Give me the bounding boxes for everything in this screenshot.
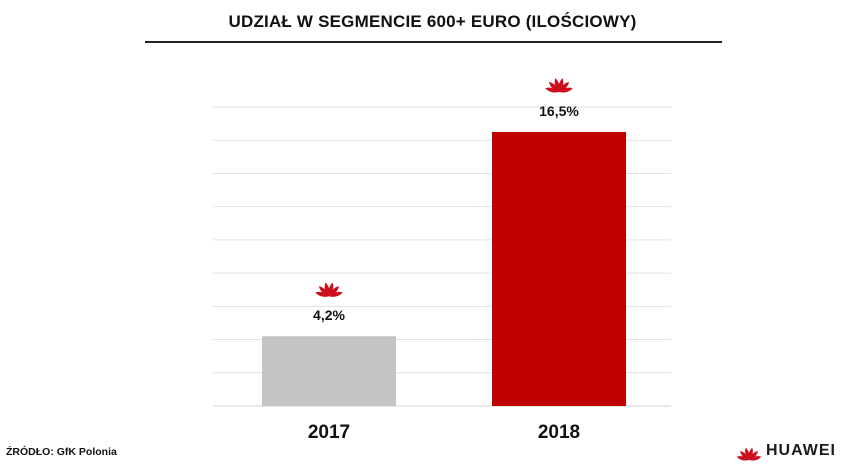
bar-2017	[262, 336, 396, 406]
x-tick-label: 2017	[308, 422, 350, 443]
petal	[328, 282, 334, 297]
petal	[559, 81, 570, 92]
chart-title: UDZIAŁ W SEGMENCIE 600+ EURO (ILOŚCIOWY)	[228, 12, 637, 31]
petal	[745, 447, 750, 460]
petal	[548, 81, 559, 92]
source-note: ŹRÓDŁO: GfK Polonia	[6, 446, 117, 458]
petal	[749, 450, 759, 460]
petal	[324, 282, 330, 297]
petal	[736, 456, 749, 461]
huawei-logo-icon	[545, 78, 573, 93]
x-tick-label: 2018	[538, 422, 580, 443]
petal	[329, 286, 340, 297]
petal	[315, 291, 329, 297]
huawei-brand: HUAWEI	[736, 440, 836, 462]
data-label: 16,5%	[539, 103, 579, 119]
petal	[739, 450, 749, 460]
bar-2018	[492, 131, 626, 406]
petal	[545, 87, 559, 93]
petal	[554, 78, 560, 92]
petal	[318, 286, 329, 297]
title-underline	[145, 41, 722, 43]
huawei-logo-icon	[736, 447, 762, 461]
petal	[748, 447, 753, 460]
petal	[329, 291, 343, 297]
petal	[558, 78, 564, 92]
petal	[559, 87, 573, 93]
data-label: 4,2%	[313, 307, 345, 323]
huawei-logo-icon	[315, 282, 343, 297]
petal	[749, 456, 762, 461]
brand-name: HUAWEI	[766, 442, 836, 459]
